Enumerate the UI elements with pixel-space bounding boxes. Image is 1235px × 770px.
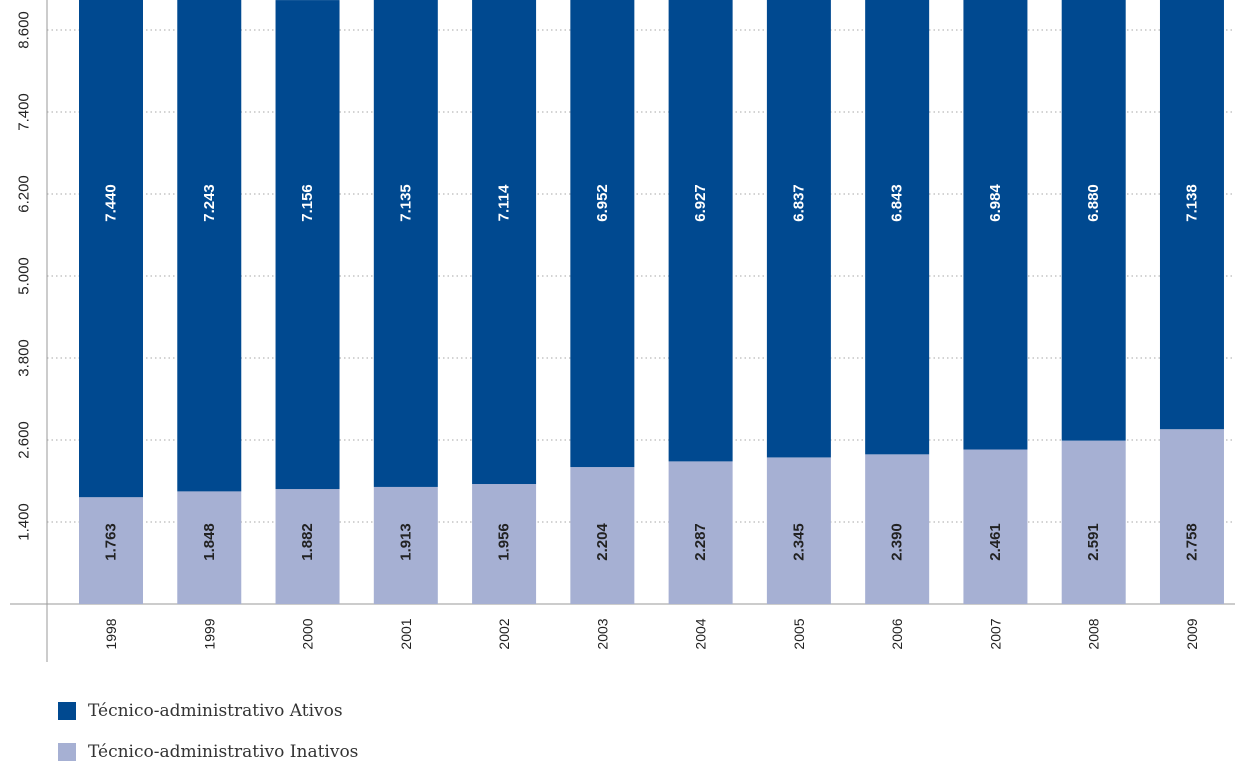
data-label-ativos: 7.156	[299, 184, 316, 222]
data-label-inativos: 2.758	[1183, 523, 1200, 561]
x-tick-label: 2001	[398, 618, 414, 649]
y-tick-label: 8.600	[16, 11, 33, 49]
x-tick-label: 2004	[693, 618, 709, 649]
bar-inativos	[275, 489, 340, 604]
bar-ativos	[668, 0, 733, 462]
bar-inativos	[865, 454, 930, 604]
bar-inativos	[472, 484, 537, 604]
data-label-ativos: 7.135	[397, 184, 414, 222]
bar-ativos	[865, 0, 930, 455]
bar-ativos	[1159, 0, 1224, 430]
data-label-ativos: 7.243	[201, 184, 218, 222]
x-tick-label: 2006	[889, 618, 905, 649]
data-label-ativos: 7.114	[496, 184, 513, 221]
data-label-inativos: 2.461	[987, 523, 1004, 561]
data-label-ativos: 6.837	[790, 184, 807, 222]
data-label-ativos: 6.952	[594, 184, 611, 222]
bar-ativos	[570, 0, 635, 468]
bar-inativos	[963, 449, 1028, 604]
data-label-ativos: 6.927	[692, 184, 709, 222]
y-tick-label: 1.400	[16, 503, 33, 541]
bar-inativos	[177, 491, 242, 604]
data-label-ativos: 7.138	[1183, 184, 1200, 222]
x-tick-label: 2005	[791, 618, 807, 649]
x-tick-label: 2000	[300, 618, 316, 649]
bar-ativos	[963, 0, 1028, 450]
x-tick-labels: 1998 1999 2000 2001 2002 2003 2004 2005 2006 2007…	[103, 618, 1200, 649]
y-tick-labels: 1.400 2.600 3.800 5.000 6.200 7.400 8.600	[16, 11, 33, 541]
bar-ativos	[766, 0, 831, 458]
data-label-ativos: 6.843	[889, 184, 906, 222]
bar-inativos	[1159, 429, 1224, 604]
bar-ativos	[472, 0, 537, 485]
bar-ativos	[373, 0, 438, 487]
data-label-inativos: 1.763	[103, 523, 120, 561]
x-tick-label: 1998	[103, 618, 119, 649]
legend-item-ativos: Técnico-administrativo Ativos	[58, 701, 343, 721]
bar-ativos	[275, 0, 340, 490]
bar-ativos	[79, 0, 143, 498]
data-label-inativos: 1.956	[496, 523, 513, 561]
y-tick-label: 5.000	[16, 257, 33, 295]
bar-inativos	[766, 457, 831, 604]
data-label-inativos: 2.287	[692, 523, 709, 561]
data-label-inativos: 2.204	[594, 523, 611, 561]
bar-inativos	[1061, 440, 1126, 604]
grid-lines	[47, 29, 1235, 523]
data-label-inativos: 2.390	[889, 523, 906, 561]
legend-swatch-ativos	[58, 702, 76, 720]
bar-ativos	[1061, 0, 1126, 441]
data-label-inativos: 2.591	[1085, 523, 1102, 561]
data-label-ativos: 6.880	[1085, 184, 1102, 222]
bar-ativos	[177, 0, 242, 492]
data-label-inativos: 1.848	[201, 523, 218, 561]
bar-inativos	[79, 497, 143, 604]
data-label-inativos: 1.882	[299, 523, 316, 561]
y-tick-label: 6.200	[16, 175, 33, 213]
legend-label-ativos: Técnico-administrativo Ativos	[88, 701, 343, 721]
legend-swatch-inativos	[58, 743, 76, 761]
data-label-inativos: 1.913	[397, 523, 414, 561]
bar-inativos	[570, 467, 635, 604]
y-tick-label: 2.600	[16, 421, 33, 459]
data-label-ativos: 6.984	[987, 184, 1004, 222]
x-tick-label: 2007	[987, 618, 1003, 649]
bars: 1.763 7.440 1.848 7.243 1.882 7.156 1.913 7.135…	[79, 0, 1224, 604]
data-label-ativos: 7.440	[103, 184, 120, 222]
x-tick-label: 2003	[594, 618, 610, 649]
bar-inativos	[373, 486, 438, 604]
x-tick-label: 2002	[496, 618, 512, 649]
y-tick-label: 3.800	[16, 339, 33, 377]
x-tick-label: 2008	[1086, 618, 1102, 649]
data-label-inativos: 2.345	[790, 523, 807, 561]
legend-label-inativos: Técnico-administrativo Inativos	[88, 742, 359, 762]
x-tick-label: 2009	[1184, 618, 1200, 649]
bar-inativos	[668, 461, 733, 604]
x-tick-label: 1999	[201, 618, 217, 649]
legend-item-inativos: Técnico-administrativo Inativos	[58, 742, 358, 762]
y-tick-label: 7.400	[16, 93, 33, 131]
